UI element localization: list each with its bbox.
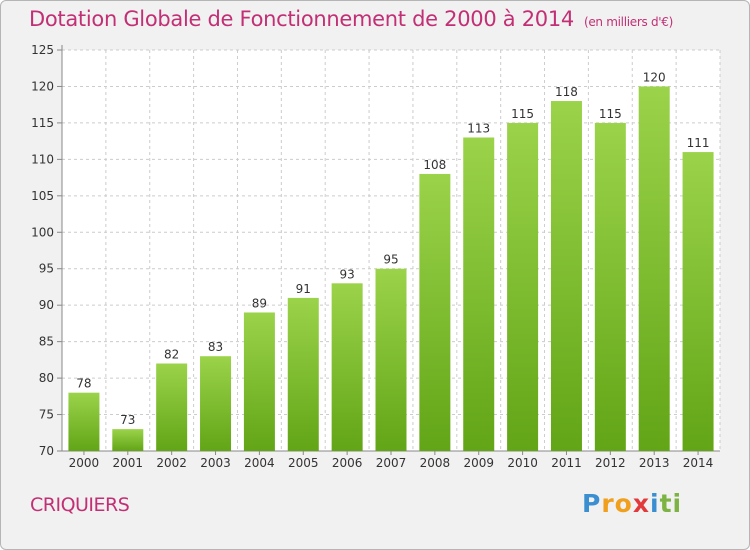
x-tick-label: 2001 bbox=[113, 456, 144, 470]
y-tick-label: 85 bbox=[39, 335, 54, 349]
data-label: 91 bbox=[296, 282, 311, 296]
bar bbox=[419, 173, 451, 452]
chart-title: Dotation Globale de Fonctionnement de 20… bbox=[29, 7, 673, 31]
data-label: 113 bbox=[467, 121, 490, 135]
data-label: 89 bbox=[252, 296, 267, 310]
x-tick-label: 2011 bbox=[551, 456, 582, 470]
logo-letter: P bbox=[582, 489, 602, 518]
data-label: 73 bbox=[120, 413, 135, 427]
x-tick-label: 2008 bbox=[420, 456, 451, 470]
bar bbox=[287, 297, 319, 451]
y-tick-label: 110 bbox=[31, 152, 54, 166]
bar bbox=[200, 356, 232, 451]
data-label: 82 bbox=[164, 348, 179, 362]
y-tick-label: 75 bbox=[39, 408, 54, 422]
data-label: 120 bbox=[643, 70, 666, 84]
bar bbox=[682, 152, 714, 451]
data-label: 95 bbox=[383, 253, 398, 267]
x-tick-label: 2000 bbox=[69, 456, 100, 470]
data-label: 111 bbox=[687, 136, 710, 150]
x-tick-label: 2012 bbox=[595, 456, 626, 470]
data-label: 115 bbox=[599, 107, 622, 121]
x-tick-label: 2010 bbox=[507, 456, 538, 470]
bar bbox=[243, 312, 275, 451]
x-tick-label: 2003 bbox=[200, 456, 231, 470]
labels: 70 75 80 85 90 95 100 105 110 115 120 125 78 2000 73 20… bbox=[31, 43, 713, 470]
logo-letter: t bbox=[659, 489, 673, 518]
data-label: 93 bbox=[339, 267, 354, 281]
x-tick-label: 2002 bbox=[156, 456, 187, 470]
x-tick-label: 2007 bbox=[376, 456, 407, 470]
y-tick-label: 70 bbox=[39, 444, 54, 458]
y-tick-label: 115 bbox=[31, 116, 54, 130]
y-tick-label: 90 bbox=[39, 298, 54, 312]
bar bbox=[375, 268, 407, 451]
bar bbox=[550, 101, 582, 451]
logo-letter: i bbox=[672, 489, 683, 518]
commune-name: CRIQUIERS bbox=[30, 494, 130, 516]
data-label: 108 bbox=[423, 158, 446, 172]
title-text: Dotation Globale de Fonctionnement de 20… bbox=[29, 7, 574, 31]
logo-letter: i bbox=[650, 489, 660, 518]
y-tick-label: 125 bbox=[31, 43, 54, 57]
bar bbox=[463, 137, 495, 451]
y-tick-label: 105 bbox=[31, 189, 54, 203]
data-label: 83 bbox=[208, 340, 223, 354]
title-unit: (en milliers d'€) bbox=[583, 15, 673, 29]
x-tick-label: 2006 bbox=[332, 456, 363, 470]
logo-letter: o bbox=[614, 489, 633, 518]
bar bbox=[156, 363, 188, 451]
y-tick-label: 80 bbox=[39, 371, 54, 385]
x-tick-label: 2005 bbox=[288, 456, 319, 470]
bar bbox=[507, 122, 539, 451]
data-label: 118 bbox=[555, 85, 578, 99]
data-label: 115 bbox=[511, 107, 534, 121]
proxiti-logo[interactable]: Proxiti bbox=[582, 489, 682, 518]
bar bbox=[638, 86, 670, 452]
data-label: 78 bbox=[76, 377, 91, 391]
bar bbox=[112, 429, 144, 451]
x-tick-label: 2013 bbox=[639, 456, 670, 470]
bar bbox=[594, 122, 626, 451]
logo-letter: x bbox=[632, 489, 650, 518]
bar bbox=[331, 283, 363, 451]
logo-letter: r bbox=[601, 489, 615, 518]
bar bbox=[68, 392, 100, 451]
x-tick-label: 2004 bbox=[244, 456, 275, 470]
y-tick-label: 120 bbox=[31, 79, 54, 93]
x-tick-label: 2014 bbox=[683, 456, 714, 470]
y-tick-label: 100 bbox=[31, 225, 54, 239]
y-tick-label: 95 bbox=[39, 262, 54, 276]
x-tick-label: 2009 bbox=[463, 456, 494, 470]
bars bbox=[68, 86, 714, 452]
